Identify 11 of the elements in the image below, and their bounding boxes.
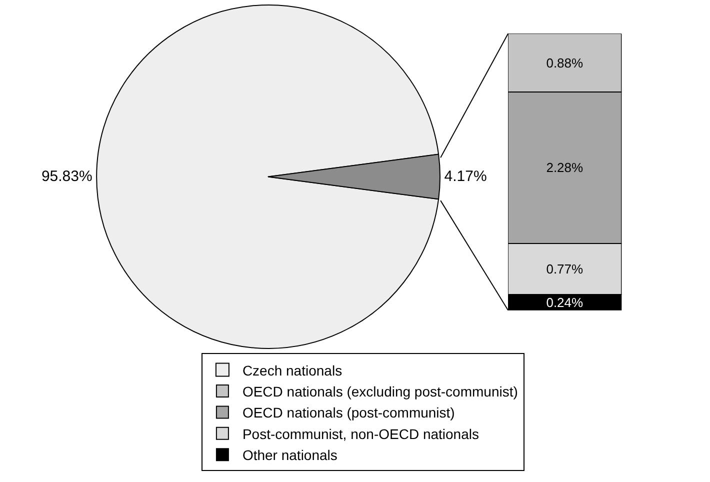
- data-label: 0.24%: [546, 294, 584, 310]
- data-label: 4.17%: [444, 168, 487, 186]
- legend-label: Czech nationals: [242, 362, 342, 378]
- data-label: 0.77%: [546, 261, 584, 276]
- legend-label: OECD nationals (excluding post-communist): [242, 383, 518, 400]
- legend-label: Other nationals: [242, 447, 338, 464]
- legend-label: OECD nationals (post-communist): [242, 404, 455, 421]
- data-label: 0.88%: [546, 55, 584, 70]
- data-label: 2.28%: [546, 160, 584, 176]
- data-label: 95.83%: [41, 168, 92, 186]
- legend-label: Post-communist, non-OECD nationals: [242, 426, 479, 442]
